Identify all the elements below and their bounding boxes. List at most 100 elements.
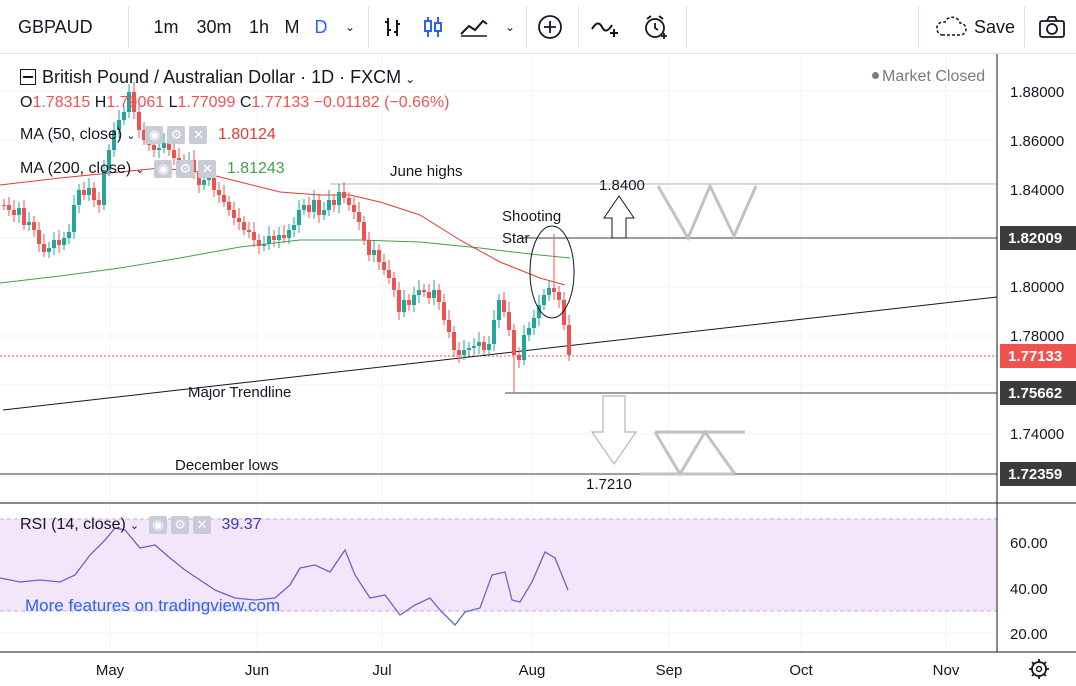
- ma200-chevron-icon[interactable]: ⌄: [135, 164, 145, 177]
- candle-body: [322, 210, 326, 215]
- candle-body: [287, 230, 291, 238]
- price-chart[interactable]: 1.88000 1.86000 1.84000 1.80000 1.78000 …: [0, 54, 1076, 686]
- candle-body: [67, 232, 71, 238]
- tradingview-promo-link[interactable]: More features on tradingview.com: [25, 596, 281, 615]
- toolbar-divider: [1024, 6, 1025, 48]
- ohlc-high-label: H: [94, 94, 107, 111]
- candle-body: [352, 205, 356, 212]
- candle-body: [112, 130, 116, 150]
- symbol-search-button[interactable]: GBPAUD: [18, 16, 93, 37]
- ohlc-close-label: C: [239, 94, 252, 111]
- candle-body: [562, 300, 566, 325]
- candle-body: [367, 240, 371, 255]
- chart-type-dropdown-chevron-icon[interactable]: ⌄: [504, 20, 516, 34]
- legend-chevron-icon[interactable]: ⌄: [405, 72, 416, 86]
- ohlc-high-value: 1.79061: [106, 94, 165, 111]
- candle-body: [217, 190, 221, 195]
- candle-body: [407, 300, 411, 305]
- close-icon[interactable]: ✕: [193, 516, 212, 534]
- camera-snapshot-icon[interactable]: [1034, 0, 1070, 54]
- ma50-legend[interactable]: MA (50, close) ⌄ ◉ ⚙ ✕ 1.80124: [20, 126, 276, 144]
- candle-body: [507, 312, 511, 330]
- candle-body: [102, 170, 106, 205]
- ma50-chevron-icon[interactable]: ⌄: [126, 130, 136, 143]
- price-tag-current: 1.77133: [1000, 344, 1076, 368]
- interval-30m-button[interactable]: 30m: [196, 16, 232, 37]
- interval-1h-button[interactable]: 1h: [248, 16, 270, 37]
- candle-body: [237, 218, 241, 222]
- eye-icon[interactable]: ◉: [149, 516, 168, 534]
- candle-body: [302, 205, 306, 210]
- candle-body: [522, 335, 526, 360]
- ma200-legend[interactable]: MA (200, close) ⌄ ◉ ⚙ ✕ 1.81243: [20, 160, 285, 178]
- candles-chart-type-icon[interactable]: [416, 0, 450, 54]
- candle-body: [22, 208, 26, 225]
- gear-icon[interactable]: ⚙: [176, 160, 195, 178]
- interval-day-button[interactable]: D: [314, 16, 328, 37]
- candle-body: [437, 290, 441, 302]
- bar-chart-type-icon[interactable]: [376, 0, 410, 54]
- toolbar-divider: [578, 6, 579, 48]
- candle-body: [567, 325, 571, 355]
- save-button[interactable]: Save: [934, 0, 1016, 54]
- candle-body: [292, 225, 296, 230]
- candle-body: [162, 143, 166, 148]
- chart-settings-gear-icon[interactable]: [1029, 659, 1049, 679]
- candle-body: [262, 244, 266, 246]
- ma200-value: 1.81243: [226, 160, 285, 178]
- candle-body: [247, 230, 251, 232]
- annotation-1.7210[interactable]: 1.7210: [586, 476, 632, 493]
- interval-dropdown-chevron-icon[interactable]: ⌄: [344, 20, 356, 34]
- candle-body: [137, 112, 141, 130]
- compare-plus-icon[interactable]: [532, 0, 568, 54]
- rsi-tick: 40.00: [1010, 581, 1048, 598]
- alert-clock-icon[interactable]: [636, 0, 676, 54]
- rsi-chevron-icon[interactable]: ⌄: [129, 520, 140, 533]
- candle-body: [372, 250, 376, 255]
- interval-month-button[interactable]: M: [284, 16, 300, 37]
- time-label: Sep: [656, 662, 683, 679]
- gear-icon[interactable]: ⚙: [167, 126, 186, 144]
- candle-body: [402, 300, 406, 312]
- annotation-major-trendline[interactable]: Major Trendline: [188, 384, 292, 401]
- toolbar-divider: [686, 6, 687, 48]
- cloud-icon: [936, 16, 967, 36]
- candle-body: [92, 188, 96, 200]
- annotation-shooting-star-1[interactable]: Shooting: [502, 208, 562, 225]
- symbol-description: British Pound / Australian Dollar · 1D ·…: [42, 67, 402, 87]
- interval-1m-button[interactable]: 1m: [153, 16, 179, 37]
- indicators-icon[interactable]: [586, 0, 626, 54]
- candle-body: [492, 320, 496, 344]
- area-chart-type-icon[interactable]: [456, 0, 492, 54]
- gear-icon[interactable]: ⚙: [171, 516, 190, 534]
- eye-icon[interactable]: ◉: [145, 126, 164, 144]
- candle-body: [227, 202, 231, 210]
- candle-body: [347, 198, 351, 205]
- time-label: May: [96, 662, 125, 679]
- rsi-legend[interactable]: RSI (14, close) ⌄ ◉ ⚙ ✕ 39.37: [20, 516, 262, 534]
- candle-body: [327, 200, 331, 210]
- candle-body: [57, 240, 61, 245]
- close-icon[interactable]: ✕: [198, 160, 217, 178]
- candle-body: [167, 143, 171, 150]
- major-trendline[interactable]: [2, 296, 998, 411]
- candle-body: [382, 262, 386, 270]
- candle-body: [232, 210, 236, 218]
- projection-zigzag-up: [656, 182, 758, 242]
- candle-body: [77, 190, 81, 205]
- candle-body: [387, 270, 391, 278]
- price-tag-1.72359: 1.72359: [1000, 462, 1076, 486]
- collapse-legend-icon[interactable]: [20, 69, 36, 85]
- candle-body: [2, 205, 6, 206]
- candle-body: [477, 342, 481, 346]
- annotation-june-highs[interactable]: June highs: [390, 163, 463, 180]
- eye-icon[interactable]: ◉: [154, 160, 173, 178]
- candle-body: [7, 205, 11, 210]
- annotation-1.8400[interactable]: 1.8400: [599, 177, 645, 194]
- toolbar-divider: [128, 6, 129, 48]
- annotation-shooting-star-2[interactable]: Star: [502, 230, 530, 247]
- annotation-december-lows[interactable]: December lows: [175, 457, 279, 474]
- symbol-legend[interactable]: British Pound / Australian Dollar · 1D ·…: [20, 67, 415, 88]
- candle-body: [307, 205, 311, 212]
- close-icon[interactable]: ✕: [189, 126, 208, 144]
